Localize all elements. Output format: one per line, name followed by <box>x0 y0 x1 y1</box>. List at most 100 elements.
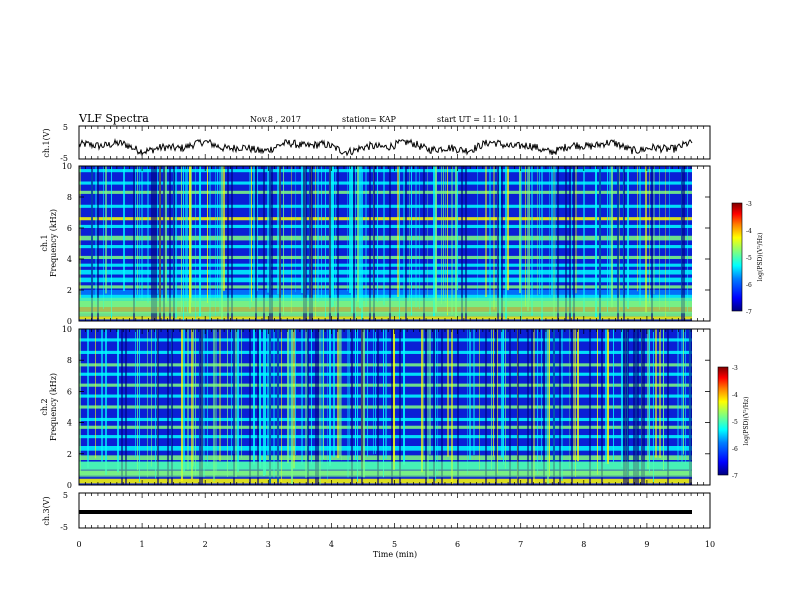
spectrogram-streak <box>549 166 550 298</box>
spectrogram-streak <box>645 166 647 313</box>
spectrogram-dark-streak <box>683 166 685 321</box>
spectrogram-streak <box>607 166 608 313</box>
spectrogram-streak <box>237 329 239 473</box>
spectrogram-streak <box>681 329 683 462</box>
spectrogram-dark-streak <box>517 329 519 485</box>
spectrogram-streak <box>385 329 387 459</box>
spectrogram-streak <box>187 329 189 470</box>
spectrogram-streak <box>653 166 655 295</box>
ch1-cb-tick-3: -3 <box>746 201 752 208</box>
spectrogram-streak <box>165 166 167 304</box>
spectrogram-dark-streak <box>315 329 317 485</box>
ch2-cb-tick-7: -7 <box>732 473 738 480</box>
spectrogram-streak <box>195 329 196 476</box>
spectrogram-streak <box>519 166 521 294</box>
spectrogram-streak <box>375 329 376 454</box>
ch1-cb-tick-4: -4 <box>746 228 752 235</box>
spectrogram-band <box>79 316 692 320</box>
spectrogram-dark-streak <box>601 329 603 485</box>
ch1-spectrogram-heatmap <box>79 166 710 321</box>
spectrogram-streak <box>273 329 275 478</box>
spectrogram-streak <box>451 329 453 485</box>
spectrogram-streak <box>283 166 284 315</box>
spectrogram-dark-streak <box>635 329 637 485</box>
spectrogram-dark-streak <box>389 166 391 321</box>
spectrogram-streak <box>655 329 657 458</box>
spectrogram-dark-streak <box>399 329 401 485</box>
spectrogram-streak <box>685 329 686 464</box>
ch1-ytick-top: 5 <box>63 123 68 132</box>
spectrogram-streak <box>281 329 282 483</box>
spectrogram-streak <box>659 166 660 310</box>
spectrogram-streak <box>293 329 295 469</box>
spectrogram-ytick-label: 2 <box>67 450 72 459</box>
spectrogram-streak <box>203 329 205 478</box>
spectrogram-dark-streak <box>643 329 645 485</box>
spectrogram-streak <box>411 166 412 316</box>
spectrogram-dark-streak <box>637 329 639 485</box>
spectrogram-streak <box>647 329 649 470</box>
spectrogram-streak <box>207 166 208 304</box>
spectrogram-streak <box>377 166 378 303</box>
x-axis-label: Time (min) <box>373 550 417 559</box>
spectrogram-streak <box>555 166 556 298</box>
spectrogram-streak <box>265 329 266 476</box>
spectrogram-streak <box>573 329 575 461</box>
spectrogram-streak <box>609 166 611 297</box>
spectrogram-streak <box>687 166 688 312</box>
spectrogram-dark-streak <box>623 166 625 321</box>
spectrogram-streak <box>435 329 436 481</box>
spectrogram-dark-streak <box>255 166 257 321</box>
spectrogram-streak <box>355 329 356 461</box>
spectrogram-streak <box>683 329 684 455</box>
spectrogram-low-band <box>79 297 692 314</box>
spectrogram-dark-streak <box>485 329 487 485</box>
spectrogram-streak <box>227 329 228 477</box>
spectrogram-streak <box>455 166 457 318</box>
spectrogram-streak <box>235 329 237 477</box>
spectrogram-dark-streak <box>527 329 529 485</box>
spectrogram-band <box>79 285 692 289</box>
spectrogram-dark-streak <box>353 166 355 321</box>
spectrogram-streak <box>383 166 385 306</box>
spectrogram-dark-streak <box>565 166 567 321</box>
spectrogram-streak <box>331 166 333 308</box>
spectrogram-dark-streak <box>91 166 93 321</box>
spectrogram-band <box>79 190 692 194</box>
spectrogram-streak <box>537 329 538 475</box>
spectrogram-streak <box>433 166 435 317</box>
spectrogram-streak <box>183 329 185 472</box>
spectrogram-streak <box>105 166 107 294</box>
spectrogram-streak <box>135 166 136 306</box>
spectrogram-streak <box>267 329 269 456</box>
spectrogram-dark-streak <box>423 166 425 321</box>
spectrogram-streak <box>403 166 405 299</box>
spectrogram-streak <box>137 166 138 295</box>
spectrogram-streak <box>365 166 367 307</box>
spectrogram-ytick-label: 10 <box>62 162 72 171</box>
spectrogram-streak <box>529 166 530 301</box>
spectrogram-band <box>79 217 692 221</box>
spectrogram-dark-streak <box>569 166 571 321</box>
spectrogram-dark-streak <box>159 166 161 321</box>
spectrogram-streak <box>315 166 316 319</box>
spectrogram-streak <box>669 166 670 311</box>
spectrogram-streak <box>627 166 629 309</box>
spectrogram-streak <box>607 329 609 465</box>
spectrogram-streak <box>619 166 620 311</box>
spectrogram-dark-streak <box>543 329 545 485</box>
spectrogram-streak <box>193 329 194 467</box>
spectrogram-streak <box>189 166 191 314</box>
spectrogram-streak <box>477 166 478 300</box>
spectrogram-streak <box>507 166 509 291</box>
spectrogram-band <box>79 269 692 275</box>
spectrogram-ytick-label: 10 <box>62 325 72 334</box>
spectrogram-streak <box>295 329 296 456</box>
spectrogram-dark-streak <box>623 329 625 485</box>
spectrogram-streak <box>291 166 292 313</box>
spectrogram-streak <box>141 166 143 300</box>
spectrogram-streak <box>467 329 468 475</box>
ch2-spectrogram-heatmap <box>79 329 710 485</box>
spectrogram-ytick-label: 4 <box>67 419 72 428</box>
x-tick-label: 5 <box>392 540 397 549</box>
